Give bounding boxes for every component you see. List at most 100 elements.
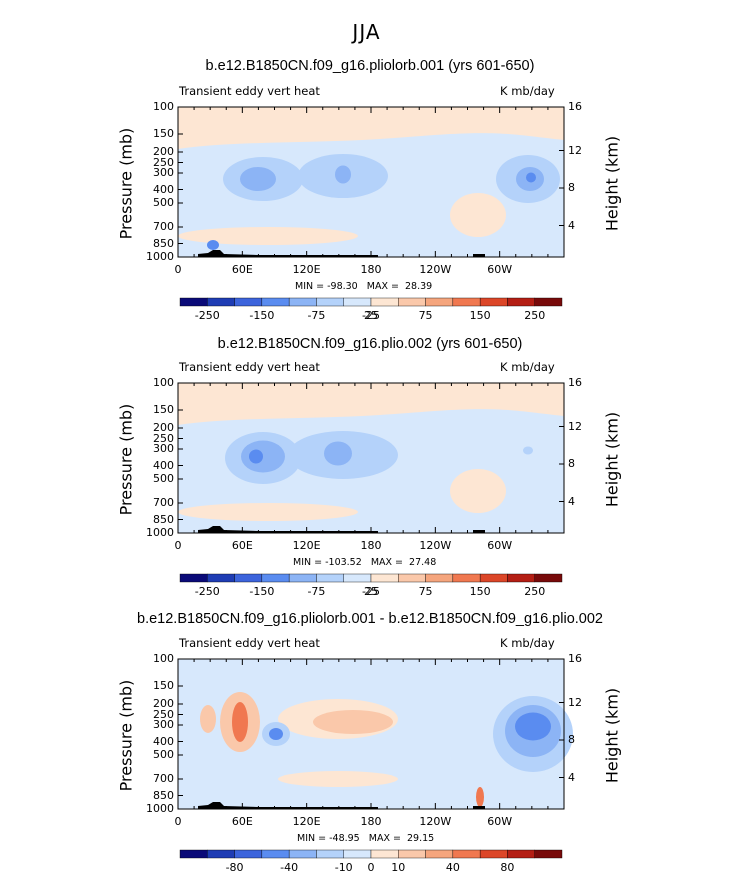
y-tick-label: 250	[153, 707, 174, 721]
x-tick-label: 120E	[292, 263, 321, 276]
y-tick-label: 850	[153, 788, 174, 802]
x-tick-label: 60W	[487, 263, 513, 276]
y-tick-label: 300	[153, 718, 174, 731]
y-tick-label: 500	[153, 472, 174, 485]
height-tick-label: 8	[568, 457, 575, 470]
colorbar-tick-label: -150	[249, 585, 275, 598]
y-tick-label: 150	[153, 403, 174, 416]
colorbar-tick-label: 150	[469, 585, 491, 598]
x-tick-label: 60E	[231, 539, 253, 552]
colorbar-tick-label: 75	[418, 309, 433, 322]
x-tick-label: 120E	[292, 539, 321, 552]
colorbar-tick-label: 80	[500, 861, 515, 874]
y-tick-label: 150	[153, 127, 174, 140]
panel-1-colorbar	[179, 297, 563, 307]
height-tick-label: 16	[568, 652, 582, 665]
colorbar-tick-label: -150	[249, 309, 275, 322]
y-tick-label: 1000	[146, 526, 174, 539]
height-tick-label: 12	[568, 143, 582, 157]
colorbar-tick-label: -25	[362, 309, 380, 322]
x-tick-label: 120W	[419, 263, 452, 276]
height-tick-label: 16	[568, 100, 582, 113]
y-tick-label: 1000	[146, 250, 174, 263]
y-tick-label: 850	[153, 236, 174, 250]
colorbar-tick-label: -80	[225, 861, 244, 874]
y-tick-label: 850	[153, 512, 174, 526]
y-axis-label: Pressure (mb)	[116, 679, 136, 792]
panel-2-left-label: Transient eddy vert heat	[179, 360, 320, 374]
y-tick-label: 100	[153, 376, 174, 389]
y-tick-label: 200	[153, 421, 174, 434]
height-axis-label: Height (km)	[602, 411, 622, 508]
panel-2-colorbar	[179, 573, 563, 583]
y-tick-label: 100	[153, 100, 174, 113]
panel-3-min-max: MIN = -48.95 MAX = 29.15	[297, 833, 435, 844]
height-axis-label: Height (km)	[602, 135, 622, 232]
y-tick-label: 400	[153, 182, 174, 196]
colorbar-tick-label: 10	[391, 861, 406, 874]
height-tick-label: 12	[568, 419, 582, 433]
colorbar-tick-label: -250	[194, 309, 220, 322]
y-tick-label: 150	[153, 679, 174, 692]
height-tick-label: 8	[568, 733, 575, 746]
y-tick-label: 400	[153, 458, 174, 472]
colorbar-tick-label: -250	[194, 585, 220, 598]
y-tick-label: 700	[153, 772, 174, 785]
panel-3-colorbar	[179, 849, 563, 859]
panel-1-left-label: Transient eddy vert heat	[179, 84, 320, 98]
x-tick-label: 0	[174, 263, 182, 276]
colorbar-tick-label: -75	[307, 309, 326, 322]
x-tick-label: 180	[360, 263, 382, 276]
panel-1-min-max: MIN = -98.30 MAX = 28.39	[295, 281, 433, 292]
y-tick-label: 200	[153, 145, 174, 158]
x-tick-label: 60W	[487, 815, 513, 828]
colorbar-tick-label: -10	[334, 861, 353, 874]
x-tick-label: 120W	[419, 539, 452, 552]
y-tick-label: 100	[153, 652, 174, 665]
colorbar-tick-label: 150	[469, 309, 491, 322]
panel-1-right-label: K mb/day	[500, 84, 555, 98]
x-tick-label: 180	[360, 539, 382, 552]
colorbar-tick-label: 75	[418, 585, 433, 598]
x-tick-label: 120W	[419, 815, 452, 828]
panel-3-right-label: K mb/day	[500, 636, 555, 650]
panel-1-title: b.e12.B1850CN.f09_g16.pliolorb.001 (yrs …	[205, 58, 535, 74]
y-tick-label: 700	[153, 220, 174, 233]
y-tick-label: 1000	[146, 802, 174, 815]
height-tick-label: 16	[568, 376, 582, 389]
x-tick-label: 60W	[487, 539, 513, 552]
colorbar-tick-label: 25	[364, 309, 378, 322]
y-axis-label: Pressure (mb)	[116, 127, 136, 240]
height-tick-label: 12	[568, 695, 582, 709]
panel-2-title: b.e12.B1850CN.f09_g16.plio.002 (yrs 601-…	[217, 336, 523, 352]
y-tick-label: 250	[153, 431, 174, 445]
height-axis-label: Height (km)	[602, 687, 622, 784]
colorbar-tick-label: 40	[445, 861, 460, 874]
y-axis-label: Pressure (mb)	[116, 403, 136, 516]
y-tick-label: 700	[153, 496, 174, 509]
panel-1-plot	[177, 106, 565, 258]
y-tick-label: 500	[153, 748, 174, 761]
x-tick-label: 60E	[231, 263, 253, 276]
height-tick-label: 4	[568, 494, 575, 508]
panel-3-plot	[177, 658, 573, 810]
colorbar-tick-label: 25	[364, 585, 378, 598]
panel-3-title: b.e12.B1850CN.f09_g16.pliolorb.001 - b.e…	[137, 611, 603, 627]
colorbar-tick-label: -75	[307, 585, 326, 598]
colorbar-tick-label: -40	[280, 861, 299, 874]
y-tick-label: 500	[153, 196, 174, 209]
height-tick-label: 8	[568, 181, 575, 194]
colorbar-tick-label: -25	[362, 585, 380, 598]
colorbar-tick-label: 250	[524, 585, 546, 598]
height-tick-label: 4	[568, 770, 575, 784]
height-tick-label: 4	[568, 218, 575, 232]
x-tick-label: 120E	[292, 815, 321, 828]
x-tick-label: 0	[174, 539, 182, 552]
panel-2-plot	[177, 382, 565, 534]
figure-title: JJA	[352, 20, 381, 44]
y-tick-label: 300	[153, 442, 174, 455]
y-tick-label: 200	[153, 697, 174, 710]
colorbar-tick-label: 250	[524, 309, 546, 322]
panel-2-min-max: MIN = -103.52 MAX = 27.48	[293, 557, 437, 568]
panel-3-left-label: Transient eddy vert heat	[179, 636, 320, 650]
